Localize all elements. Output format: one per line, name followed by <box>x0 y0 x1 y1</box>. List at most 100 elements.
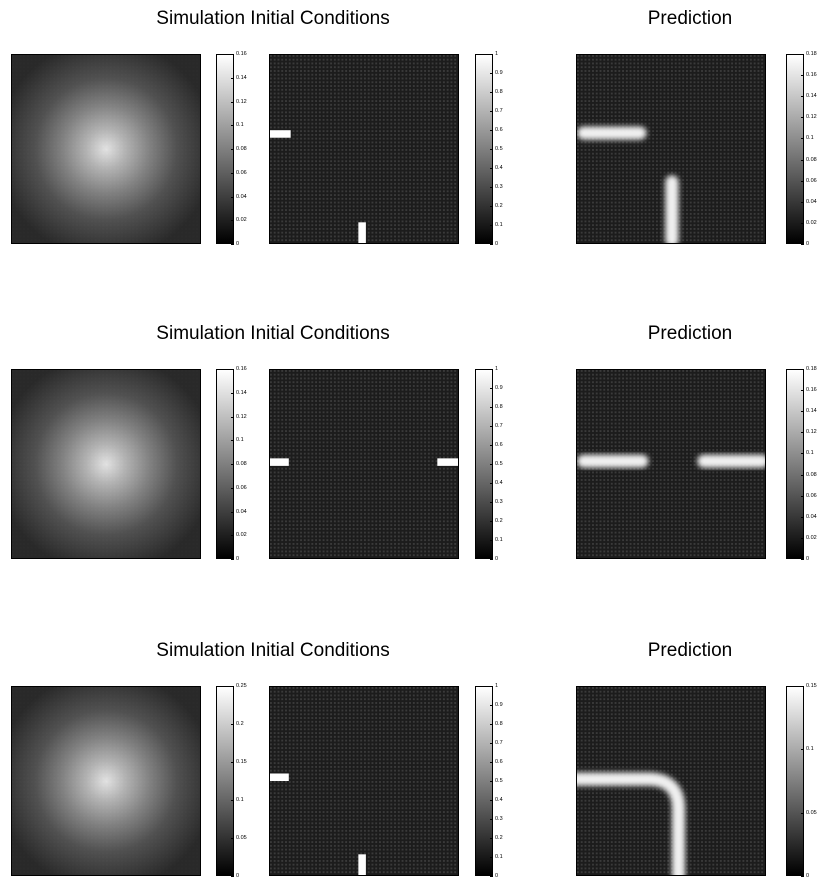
colorbar-tick-mark <box>801 117 804 119</box>
colorbar-tick-label: 0 <box>806 873 810 879</box>
colorbar-tick-mark <box>801 495 804 497</box>
colorbar-tick-mark <box>490 244 493 245</box>
colorbar-tick-label: 0.12 <box>806 114 817 121</box>
colorbar-tick-label: 0.12 <box>806 429 817 436</box>
mask-block-1 <box>358 854 366 875</box>
colorbar-tick-mark <box>801 432 804 434</box>
colorbar-tick-mark <box>801 369 804 370</box>
colorbar-tick-mark <box>231 838 234 839</box>
colorbar-tick-mark <box>801 516 804 518</box>
colorbar-tick-label: 0.16 <box>236 366 247 372</box>
colorbar-tick-mark <box>490 464 493 465</box>
colorbar-tick-mark <box>231 244 234 245</box>
colorbar-tick-mark <box>801 876 804 877</box>
colorbar-tick-label: 0.8 <box>495 721 503 727</box>
colorbar-tick-label: 0.04 <box>806 513 817 520</box>
colorbar-tick-mark <box>801 749 804 751</box>
colorbar-tick-mark <box>231 77 234 79</box>
colorbar-tick-mark <box>490 92 493 93</box>
colorbar-tick-label: 0.6 <box>495 442 503 448</box>
colorbar-tick-label: 1 <box>495 51 499 57</box>
colorbar-tick-label: 0.1 <box>495 222 503 228</box>
colorbar-tick-mark <box>490 521 493 522</box>
colorbar-tick-label: 0 <box>236 556 240 562</box>
colorbar-tick-mark <box>490 781 493 782</box>
colorbar-tick-label: 0.15 <box>236 759 247 765</box>
colorbar-tick-label: 0 <box>495 241 499 247</box>
colorbar-tick-mark <box>801 180 804 182</box>
colorbar-tick-mark <box>490 483 493 484</box>
colorbar-tick-label: 0.08 <box>236 146 247 152</box>
gaussian-source <box>12 687 200 875</box>
gaussian-source <box>12 55 200 243</box>
colorbar-tick-mark <box>490 206 493 207</box>
colorbar-tick-label: 0.05 <box>806 809 817 816</box>
colorbar-tick-label: 0.18 <box>806 51 817 57</box>
colorbar-tick-label: 0.08 <box>806 156 817 163</box>
colorbar-tick-label: 0.1 <box>495 854 503 860</box>
colorbar-tick-mark <box>490 762 493 763</box>
colorbar-tick-label: 0.3 <box>495 816 503 822</box>
colorbar-tick-label: 0.2 <box>236 721 244 727</box>
boundary-mask-panel <box>269 686 459 876</box>
colorbar-tick-mark <box>490 559 493 560</box>
colorbar-tick-mark <box>490 724 493 725</box>
colorbar-tick-mark <box>231 54 234 55</box>
colorbar-tick-label: 0.14 <box>236 74 247 81</box>
prediction-plume <box>577 454 765 468</box>
row-title-prediction: Prediction <box>647 323 733 344</box>
colorbar-tick-mark <box>490 686 493 687</box>
row-title-initial-conditions: Simulation Initial Conditions <box>156 323 390 344</box>
colorbar-tick-label: 0.7 <box>495 108 503 114</box>
colorbar-tick-mark <box>490 743 493 744</box>
colorbar-tick-mark <box>231 464 234 465</box>
colorbar-tick-mark <box>801 390 804 392</box>
colorbar-tick-mark <box>490 705 493 706</box>
colorbar-tick-label: 0.02 <box>806 219 817 226</box>
colorbar-tick-mark <box>490 838 493 839</box>
colorbar-tick-label: 0.14 <box>806 408 817 415</box>
colorbar <box>216 686 234 876</box>
colorbar-tick-mark <box>231 392 234 394</box>
colorbar-tick-mark <box>801 75 804 77</box>
colorbar-tick-label: 0.05 <box>236 835 247 841</box>
colorbar-tick-label: 0.1 <box>806 135 814 142</box>
colorbar-tick-label: 0.15 <box>806 683 817 689</box>
colorbar-tick-label: 0.16 <box>236 51 247 57</box>
colorbar-tick-mark <box>801 159 804 161</box>
colorbar-tick-label: 0.1 <box>236 122 244 129</box>
colorbar-tick-mark <box>231 487 234 489</box>
colorbar-tick-mark <box>231 220 234 222</box>
mask-block-0 <box>270 130 291 138</box>
colorbar-tick-label: 0.04 <box>806 198 817 205</box>
colorbar-tick-label: 0.1 <box>495 537 503 543</box>
colorbar-tick-label: 0.9 <box>495 70 503 76</box>
colorbar-tick-label: 0.4 <box>495 165 503 171</box>
colorbar-tick-mark <box>490 857 493 858</box>
boundary-mask-panel <box>269 369 459 559</box>
mask-block-0 <box>270 773 289 781</box>
colorbar-tick-mark <box>801 244 804 245</box>
colorbar-tick-mark <box>231 440 234 442</box>
colorbar-tick-mark <box>801 96 804 98</box>
colorbar-tick-label: 0.06 <box>806 492 817 499</box>
colorbar-tick-mark <box>801 559 804 560</box>
colorbar-tick-mark <box>231 196 234 198</box>
colorbar-tick-mark <box>490 54 493 55</box>
colorbar-tick-mark <box>490 111 493 112</box>
colorbar-tick-mark <box>231 559 234 560</box>
colorbar-tick-label: 0.5 <box>495 146 503 152</box>
colorbar-tick-label: 0 <box>495 873 499 879</box>
colorbar-tick-label: 0.12 <box>236 98 247 105</box>
colorbar-tick-mark <box>801 54 804 55</box>
colorbar-tick-mark <box>801 201 804 203</box>
colorbar-tick-label: 0.5 <box>495 778 503 784</box>
colorbar-tick-mark <box>801 411 804 413</box>
colorbar-tick-label: 0.02 <box>236 217 247 224</box>
colorbar-tick-mark <box>231 724 234 725</box>
colorbar-tick-label: 0.7 <box>495 740 503 746</box>
prediction-field-panel <box>576 54 766 244</box>
row-title-prediction: Prediction <box>647 8 733 29</box>
row-title-initial-conditions: Simulation Initial Conditions <box>156 8 390 29</box>
colorbar-tick-mark <box>490 426 493 427</box>
